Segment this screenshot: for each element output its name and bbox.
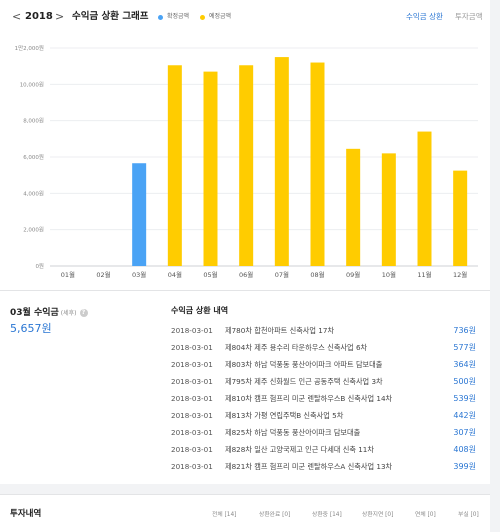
bar-05월 (203, 71, 218, 266)
monthly-summary-title: 03월 수익금 (세후)? (10, 305, 88, 318)
row-amount: 500원 (453, 377, 476, 386)
row-amount: 399원 (453, 462, 476, 471)
bar-03월 (132, 163, 147, 266)
repayment-row: 2018-03-01 제803차 하남 덕풍동 풍산아이파크 아파트 담보대출 … (171, 356, 476, 373)
x-tick-label: 04월 (168, 270, 182, 279)
tab-repayment[interactable]: 수익금 상환 (406, 12, 443, 21)
y-tick-label: 1만2,000원 (15, 44, 44, 52)
repayment-graph-card: < 2018 > 수익금 상환 그래프 확정금액 예정금액 수익금 상환 투자금… (0, 0, 490, 291)
repayment-bar-chart: 0원 2,000원 4,000원 6,000원 8,000원 10,000원 1만2,000… (15, 44, 478, 279)
monthly-summary-value: 5,657원 (10, 322, 52, 335)
row-description[interactable]: 제804차 제주 용수리 타운하우스 신축사업 6차 (225, 343, 368, 352)
next-year-button[interactable]: > (55, 10, 65, 23)
row-description[interactable]: 제825차 하남 덕풍동 풍산아이파크 담보대출 (225, 428, 361, 437)
row-amount: 539원 (453, 394, 476, 403)
repayment-list-title: 수익금 상환 내역 (171, 306, 229, 315)
investment-history-title: 투자내역 (10, 509, 42, 519)
y-tick-label: 10,000원 (20, 80, 44, 88)
x-tick-label: 10월 (382, 270, 396, 279)
legend-confirmed-dot (158, 14, 163, 20)
row-amount: 364원 (453, 360, 476, 369)
investment-history-card: 투자내역 전체 [14] 상환완료 [0] 상환중 [14] 상환지연 [0] … (0, 494, 490, 532)
tab-overdue[interactable]: 연체 [0] (415, 512, 436, 518)
x-tick-label: 08월 (310, 270, 324, 279)
x-tick-label: 03월 (132, 270, 146, 279)
row-description[interactable]: 제828차 일산 고양국제고 인근 다세대 신축 11차 (225, 445, 374, 454)
y-tick-label: 4,000원 (23, 189, 44, 197)
bar-08월 (310, 62, 325, 267)
legend-scheduled-label: 예정금액 (209, 13, 232, 20)
bar-07월 (274, 57, 289, 266)
graph-title: 수익금 상환 그래프 (72, 11, 149, 22)
x-tick-label: 12월 (453, 270, 467, 279)
row-amount: 577원 (453, 343, 476, 352)
repayment-row: 2018-03-01 제804차 제주 용수리 타운하우스 신축사업 6차 57… (171, 339, 476, 356)
prev-year-button[interactable]: < (12, 10, 22, 23)
x-tick-label: 07월 (275, 270, 289, 279)
summary-subtitle: (세후) (60, 310, 77, 317)
tab-all[interactable]: 전체 [14] (212, 512, 237, 518)
x-tick-label: 11월 (417, 270, 431, 279)
repayment-row: 2018-03-01 제825차 하남 덕풍동 풍산아이파크 담보대출 307원 (171, 424, 476, 441)
row-date: 2018-03-01 (171, 462, 213, 471)
row-date: 2018-03-01 (171, 377, 213, 386)
x-tick-label: 02월 (96, 270, 110, 279)
legend-scheduled: 예정금액 (200, 10, 231, 25)
x-tick-label: 09월 (346, 270, 360, 279)
tab-default[interactable]: 부실 [0] (458, 512, 479, 518)
repayment-row: 2018-03-01 제810차 캠프 험프리 미군 렌탈하우스B 신축사업 1… (171, 390, 476, 407)
row-amount: 307원 (453, 428, 476, 437)
repayment-row: 2018-03-01 제795차 제주 신화월드 인근 공동주택 신축사업 3차… (171, 373, 476, 390)
bar-12월 (453, 170, 468, 266)
row-date: 2018-03-01 (171, 428, 213, 437)
legend-confirmed-label: 확정금액 (167, 13, 190, 20)
legend-confirmed: 확정금액 (158, 10, 189, 25)
x-tick-label: 06월 (239, 270, 253, 279)
row-date: 2018-03-01 (171, 411, 213, 420)
row-description[interactable]: 제813차 가평 연립주택B 신축사업 5차 (225, 411, 344, 420)
repayment-row: 2018-03-01 제813차 가평 연립주택B 신축사업 5차 442원 (171, 407, 476, 424)
row-description[interactable]: 제821차 캠프 험프리 미군 렌탈하우스A 신축사업 13차 (225, 462, 393, 471)
row-description[interactable]: 제810차 캠프 험프리 미군 렌탈하우스B 신축사업 14차 (225, 394, 393, 403)
monthly-detail-card: 03월 수익금 (세후)? 5,657원 수익금 상환 내역 2018-03-01… (0, 291, 490, 484)
y-tick-label: 6,000원 (23, 153, 44, 161)
tab-delayed[interactable]: 상환지연 [0] (362, 512, 394, 518)
bar-06월 (239, 65, 254, 266)
row-date: 2018-03-01 (171, 360, 213, 369)
repayment-row: 2018-03-01 제780차 합천아파트 신축사업 17차 736원 (171, 322, 476, 339)
year-label: 2018 (25, 11, 53, 22)
tab-completed[interactable]: 상환완료 [0] (259, 512, 291, 518)
tab-in-repayment[interactable]: 상환중 [14] (312, 512, 342, 518)
row-amount: 408원 (453, 445, 476, 454)
x-tick-label: 05월 (203, 270, 217, 279)
row-description[interactable]: 제803차 하남 덕풍동 풍산아이파크 아파트 담보대출 (225, 360, 383, 369)
info-icon[interactable]: ? (79, 308, 88, 317)
repayment-row: 2018-03-01 제828차 일산 고양국제고 인근 다세대 신축 11차 … (171, 441, 476, 458)
repayment-row: 2018-03-01 제821차 캠프 험프리 미군 렌탈하우스A 신축사업 1… (171, 458, 476, 475)
row-date: 2018-03-01 (171, 326, 213, 335)
row-date: 2018-03-01 (171, 343, 213, 352)
graph-header: < 2018 > 수익금 상환 그래프 확정금액 예정금액 수익금 상환 투자금… (0, 0, 490, 34)
legend-scheduled-dot (200, 14, 205, 20)
bar-11월 (417, 131, 432, 266)
bar-09월 (346, 148, 361, 266)
bar-10월 (381, 153, 396, 266)
bar-04월 (167, 65, 182, 266)
summary-title-text: 03월 수익금 (10, 308, 59, 318)
row-date: 2018-03-01 (171, 445, 213, 454)
row-amount: 736원 (453, 326, 476, 335)
y-tick-label: 2,000원 (23, 226, 44, 234)
row-date: 2018-03-01 (171, 394, 213, 403)
y-tick-label: 0원 (35, 262, 44, 270)
tab-investment-amount[interactable]: 투자금액 (455, 12, 483, 21)
y-tick-label: 8,000원 (23, 117, 44, 125)
row-description[interactable]: 제795차 제주 신화월드 인근 공동주택 신축사업 3차 (225, 377, 383, 386)
x-tick-label: 01월 (61, 270, 75, 279)
row-description[interactable]: 제780차 합천아파트 신축사업 17차 (225, 326, 335, 335)
row-amount: 442원 (453, 411, 476, 420)
